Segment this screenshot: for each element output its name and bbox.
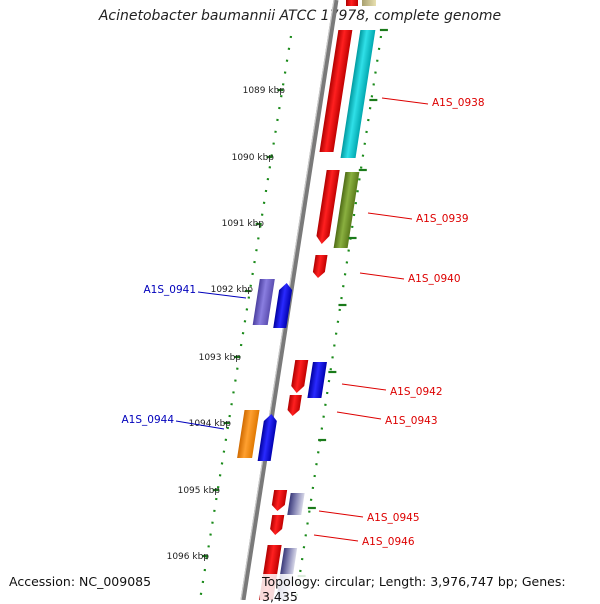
gene-block-0942-blue [307, 362, 327, 398]
gene-label[interactable]: A1S_0945 [367, 512, 420, 524]
gene-block-0941-purple [252, 279, 275, 325]
gene-label[interactable]: A1S_0942 [390, 386, 443, 398]
gene-block-0938-cyan [340, 30, 376, 158]
gene-leader-line [359, 272, 405, 280]
gene-block-0942-red [291, 360, 309, 393]
gene-block-0939-olive [333, 172, 360, 248]
tick-label: 1094 kbp [189, 419, 232, 429]
tick-label: 1096 kbp [167, 552, 210, 562]
gene-block-0946-red [270, 515, 285, 535]
gene-block-0945-red [271, 490, 288, 511]
gene-leader-line [197, 291, 247, 299]
gene-block-0943-red [287, 395, 302, 416]
gene-leader-line [341, 383, 387, 391]
gene-leader-line [367, 212, 413, 220]
gene-leader-line [318, 510, 364, 518]
gene-block-0944-orange [237, 410, 260, 458]
gene-label[interactable]: A1S_0939 [416, 213, 469, 225]
gene-block-0939-red [316, 170, 340, 244]
gene-label-layer: A1S_0938 A1S_0939 A1S_0940 A1S_0941 A1S_0942… [122, 97, 485, 548]
gene-label[interactable]: A1S_0940 [408, 273, 461, 285]
gene-label[interactable]: A1S_0943 [385, 415, 438, 427]
gene-block-0938-red [319, 30, 353, 152]
accession-label: Accession: NC_009085 [7, 574, 154, 589]
tick-label: 1091 kbp [222, 219, 265, 229]
genome-title: Acinetobacter baumannii ATCC 17978, comp… [98, 8, 502, 24]
gene-label[interactable]: A1S_0941 [144, 284, 197, 296]
gene-label[interactable]: A1S_0938 [432, 97, 485, 109]
gene-partial-top-red [346, 0, 358, 6]
gene-leader-line [336, 411, 382, 420]
gene-block-0940-red [312, 255, 328, 278]
gene-leader-line [175, 420, 225, 430]
tick-label: 1093 kbp [199, 353, 242, 363]
gene-block-0945-slate [287, 493, 305, 515]
tick-label: 1095 kbp [178, 486, 221, 496]
gene-leader-line [381, 97, 429, 105]
gene-block-0944-blue [257, 414, 277, 461]
tick-label: 1092 kbp [211, 285, 254, 295]
tick-label: 1089 kbp [243, 86, 286, 96]
tick-label: 1090 kbp [232, 153, 275, 163]
gene-label[interactable]: A1S_0946 [362, 536, 415, 548]
gene-leader-line [313, 534, 359, 542]
gene-block-0941-blue [273, 283, 293, 328]
gene-label[interactable]: A1S_0944 [122, 414, 175, 426]
gene-partial-top-khaki [362, 0, 376, 6]
tick-layer: 1089 kbp 1090 kbp 1091 kbp 1092 kbp 1093 kbp… [167, 28, 388, 578]
